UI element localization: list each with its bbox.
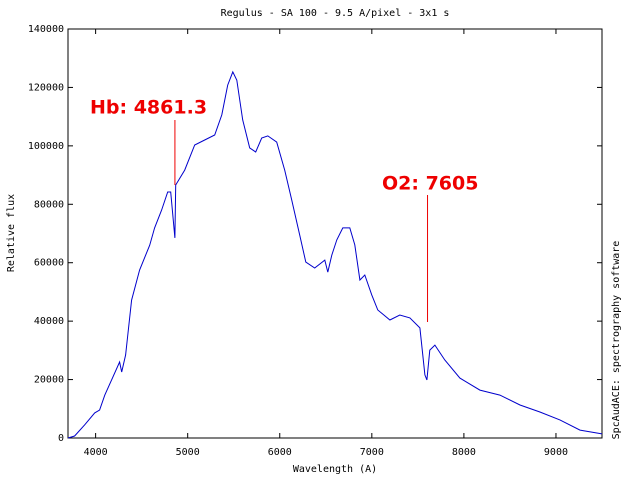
x-tick-label: 7000 [360,447,384,458]
y-tick-label: 80000 [34,199,64,210]
y-tick-label: 20000 [34,375,64,386]
y-tick-label: 0 [58,433,64,444]
annotation-label: Hb: 4861.3 [90,97,207,119]
x-tick-label: 4000 [84,447,108,458]
y-tick-label: 140000 [28,24,64,35]
x-tick-label: 5000 [176,447,200,458]
y-tick-label: 120000 [28,82,64,93]
annotation-label: O2: 7605 [382,173,478,195]
spectrum-line [67,70,603,439]
x-tick-label: 9000 [544,447,568,458]
plot-frame [67,28,603,439]
y-tick-label: 60000 [34,258,64,269]
x-tick-label: 8000 [452,447,476,458]
y-tick-label: 40000 [34,316,64,327]
y-tick-label: 100000 [28,141,64,152]
x-axis-label: Wavelength (A) [293,464,377,475]
chart-title: Regulus - SA 100 - 9.5 A/pixel - 3x1 s [221,8,450,19]
side-note: SpcAudACE: spectrography software [611,241,622,440]
y-axis-label: Relative flux [6,194,17,272]
x-tick-label: 6000 [268,447,292,458]
